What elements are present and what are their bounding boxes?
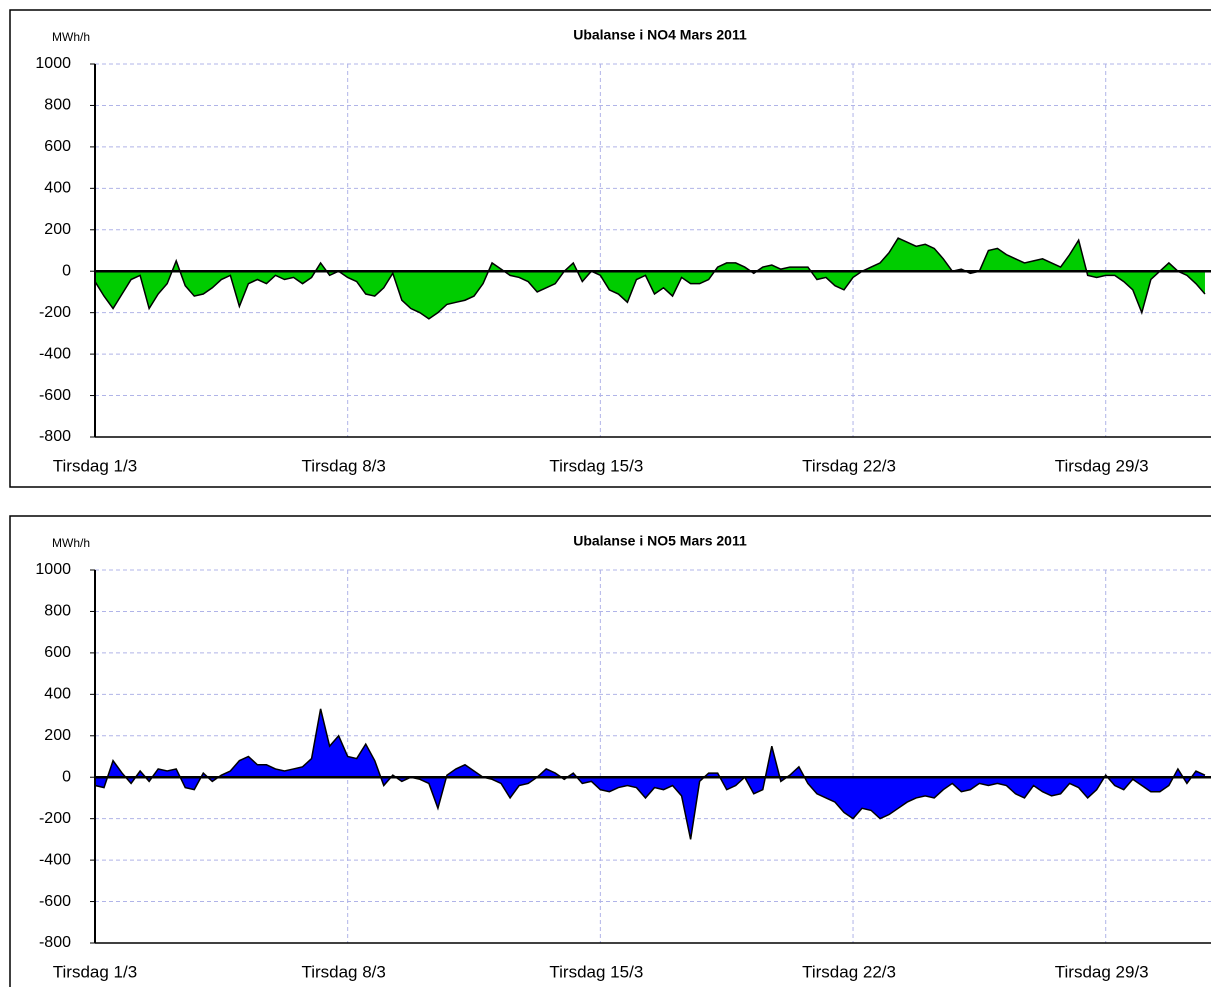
y-axis-label: MWh/h: [52, 30, 90, 44]
y-tick-label: 800: [44, 97, 71, 114]
y-tick-label: -400: [39, 851, 71, 868]
y-tick-label: -200: [39, 304, 71, 321]
x-tick-label: Tirsdag 8/3: [301, 962, 385, 981]
chart-frame: [9, 515, 1211, 987]
y-tick-label: 200: [44, 727, 71, 744]
area-line: [94, 237, 1206, 320]
y-tick-label: 400: [44, 180, 71, 197]
y-tick-label: -800: [39, 428, 71, 445]
chart-title: Ubalanse i NO4 Mars 2011: [573, 27, 747, 43]
y-tick-label: -800: [39, 934, 71, 951]
y-tick-label: 1000: [35, 561, 71, 578]
y-tick-label: 1000: [35, 55, 71, 72]
y-tick-label: 600: [44, 138, 71, 155]
x-tick-label: Tirsdag 29/3: [1055, 456, 1149, 475]
x-tick-label: Tirsdag 29/3: [1055, 962, 1149, 981]
x-tick-label: Tirsdag 1/3: [53, 456, 137, 475]
y-tick-label: -600: [39, 387, 71, 404]
x-tick-label: Tirsdag 15/3: [549, 962, 643, 981]
y-tick-label: 0: [62, 768, 71, 785]
y-tick-label: -600: [39, 893, 71, 910]
area-line: [94, 708, 1206, 840]
chart-frame: [9, 9, 1211, 488]
y-tick-label: 200: [44, 221, 71, 238]
x-tick-label: Tirsdag 22/3: [802, 962, 896, 981]
y-axis-label: MWh/h: [52, 536, 90, 550]
y-tick-label: 800: [44, 603, 71, 620]
x-tick-label: Tirsdag 1/3: [53, 962, 137, 981]
area-fill: [95, 238, 1205, 319]
y-tick-label: 600: [44, 644, 71, 661]
y-tick-label: -400: [39, 345, 71, 362]
x-tick-label: Tirsdag 15/3: [549, 456, 643, 475]
area-fill: [95, 708, 1205, 840]
y-tick-label: 0: [62, 262, 71, 279]
x-tick-label: Tirsdag 22/3: [802, 456, 896, 475]
x-tick-label: Tirsdag 8/3: [301, 456, 385, 475]
y-tick-label: 400: [44, 686, 71, 703]
y-tick-label: -200: [39, 810, 71, 827]
chart-title: Ubalanse i NO5 Mars 2011: [573, 533, 747, 549]
